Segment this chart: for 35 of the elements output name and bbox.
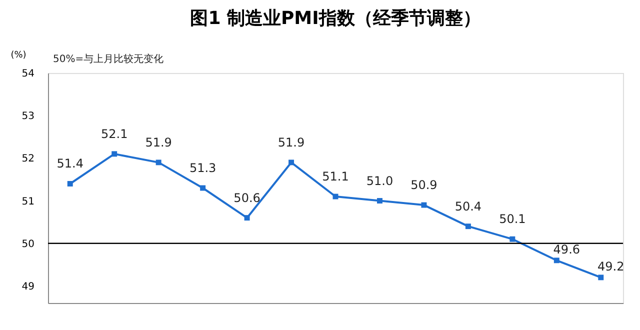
data-label: 49.2 (598, 259, 624, 274)
data-label: 50.1 (499, 212, 526, 226)
point (156, 160, 162, 166)
point (510, 236, 516, 242)
y-tick-label: 53 (22, 111, 34, 122)
data-label: 51.1 (322, 170, 349, 184)
point (554, 258, 560, 264)
data-label: 50.6 (234, 190, 260, 205)
point (421, 202, 427, 208)
point (376, 198, 382, 204)
data-label: 49.6 (553, 242, 580, 256)
point (465, 224, 471, 230)
data-label: 50.4 (454, 199, 482, 214)
data-label: 51.3 (189, 161, 216, 175)
data-label: 51.4 (56, 156, 84, 171)
point (288, 160, 294, 166)
y-tick-label: 52 (22, 154, 34, 165)
point (112, 151, 118, 157)
point (332, 194, 338, 200)
data-label: 50.9 (410, 178, 438, 192)
point (244, 215, 250, 221)
y-tick-label: 51 (22, 196, 34, 208)
y-axis-title: (%) (10, 50, 26, 60)
data-label: 52.1 (100, 126, 128, 141)
data-label: 51.9 (145, 135, 172, 150)
y-tick-label: 50 (22, 238, 34, 250)
point (598, 274, 604, 280)
point (200, 185, 206, 191)
data-label: 51.9 (278, 135, 305, 150)
chart-title: 图1 制造业PMI指数（经季节调整） (190, 8, 481, 29)
y-tick-label: 54 (22, 68, 34, 80)
text: 50%=与上月比较无变化 (53, 53, 164, 65)
point (67, 181, 73, 186)
y-tick-label: 49 (22, 281, 34, 292)
data-label: 51.0 (366, 174, 394, 188)
